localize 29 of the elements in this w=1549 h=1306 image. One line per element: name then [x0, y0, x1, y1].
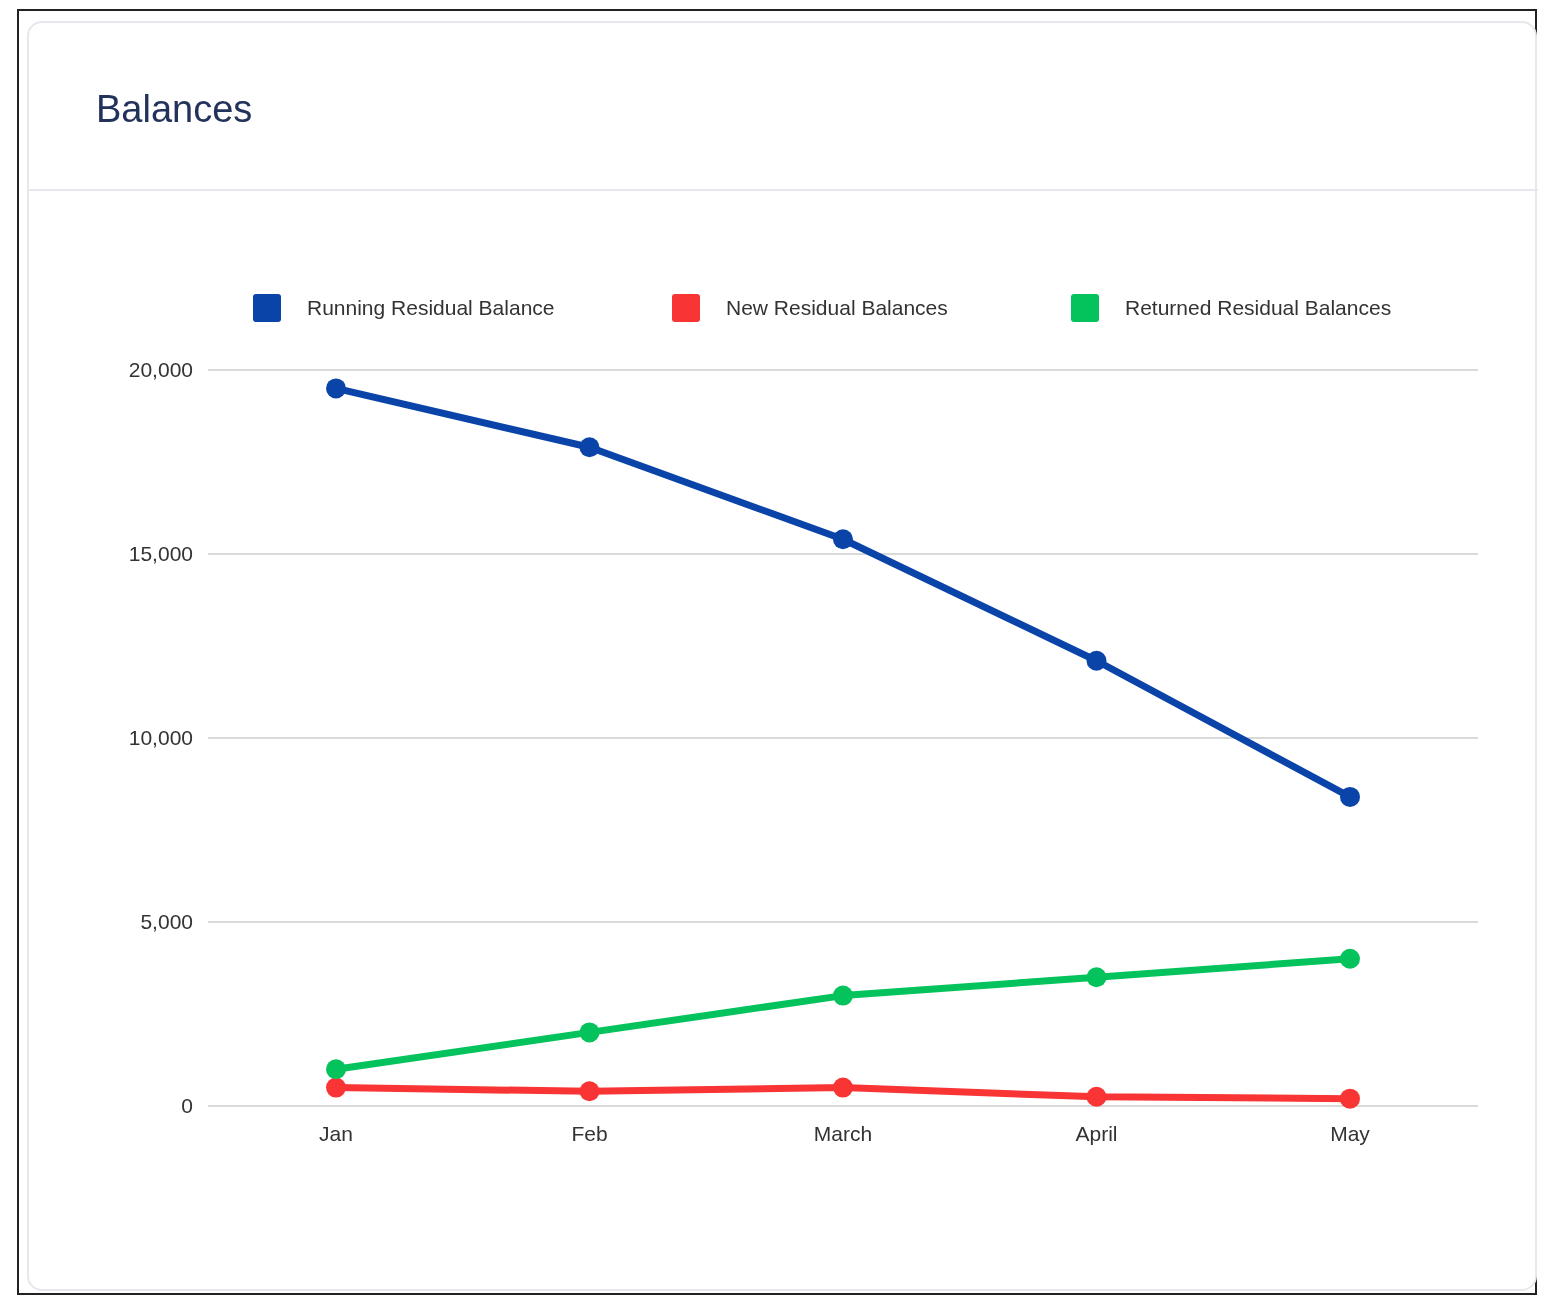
y-tick-label: 15,000: [128, 542, 193, 566]
x-tick-label: April: [1075, 1122, 1118, 1145]
x-tick-label: March: [813, 1122, 873, 1145]
point: [1086, 1086, 1107, 1107]
legend-label: Running Residual Balance: [307, 296, 555, 320]
legend-label: New Residual Balances: [726, 296, 948, 320]
point: [1086, 650, 1107, 671]
y-tick-label: 10,000: [128, 726, 193, 750]
chart-title: Balances: [96, 88, 253, 130]
legend-label: Returned Residual Balances: [1125, 296, 1392, 320]
point: [579, 1081, 600, 1102]
point: [579, 437, 600, 458]
point: [833, 1077, 853, 1098]
point: [833, 985, 853, 1006]
x-tick-label: May: [1330, 1122, 1371, 1145]
y-tick-label: 0: [181, 1094, 193, 1118]
point: [579, 1022, 600, 1043]
point: [326, 378, 346, 399]
point: [833, 529, 853, 550]
point: [1340, 786, 1360, 807]
y-tick-label: 20,000: [128, 358, 193, 382]
point: [326, 1059, 346, 1080]
point: [1340, 948, 1360, 969]
point: [1086, 967, 1107, 988]
x-tick-label: Feb: [571, 1122, 608, 1145]
point: [1340, 1088, 1360, 1109]
x-tick-label: Jan: [319, 1122, 353, 1145]
y-tick-label: 5,000: [140, 910, 193, 934]
point: [326, 1077, 346, 1098]
